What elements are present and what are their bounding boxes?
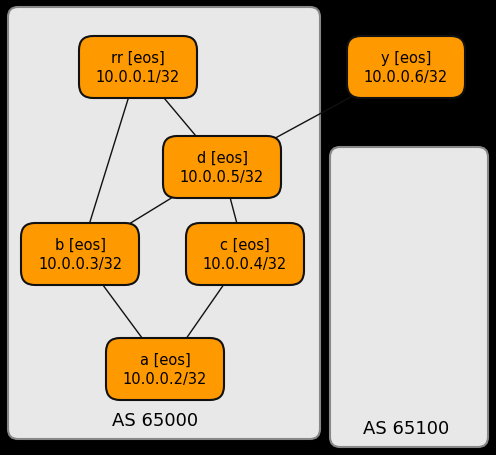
- FancyBboxPatch shape: [106, 338, 224, 400]
- Text: rr [eos]
10.0.0.1/32: rr [eos] 10.0.0.1/32: [96, 51, 180, 85]
- Text: c [eos]
10.0.0.4/32: c [eos] 10.0.0.4/32: [203, 237, 287, 272]
- FancyBboxPatch shape: [21, 223, 139, 285]
- Text: AS 65100: AS 65100: [363, 419, 449, 437]
- Text: y [eos]
10.0.0.6/32: y [eos] 10.0.0.6/32: [364, 51, 448, 85]
- Text: AS 65000: AS 65000: [112, 411, 198, 429]
- FancyBboxPatch shape: [347, 37, 465, 99]
- FancyBboxPatch shape: [186, 223, 304, 285]
- FancyBboxPatch shape: [79, 37, 197, 99]
- Text: d [eos]
10.0.0.5/32: d [eos] 10.0.0.5/32: [180, 150, 264, 185]
- Text: b [eos]
10.0.0.3/32: b [eos] 10.0.0.3/32: [38, 237, 122, 272]
- FancyBboxPatch shape: [8, 8, 320, 439]
- FancyBboxPatch shape: [163, 136, 281, 198]
- Text: a [eos]
10.0.0.2/32: a [eos] 10.0.0.2/32: [123, 352, 207, 387]
- FancyBboxPatch shape: [330, 148, 488, 447]
